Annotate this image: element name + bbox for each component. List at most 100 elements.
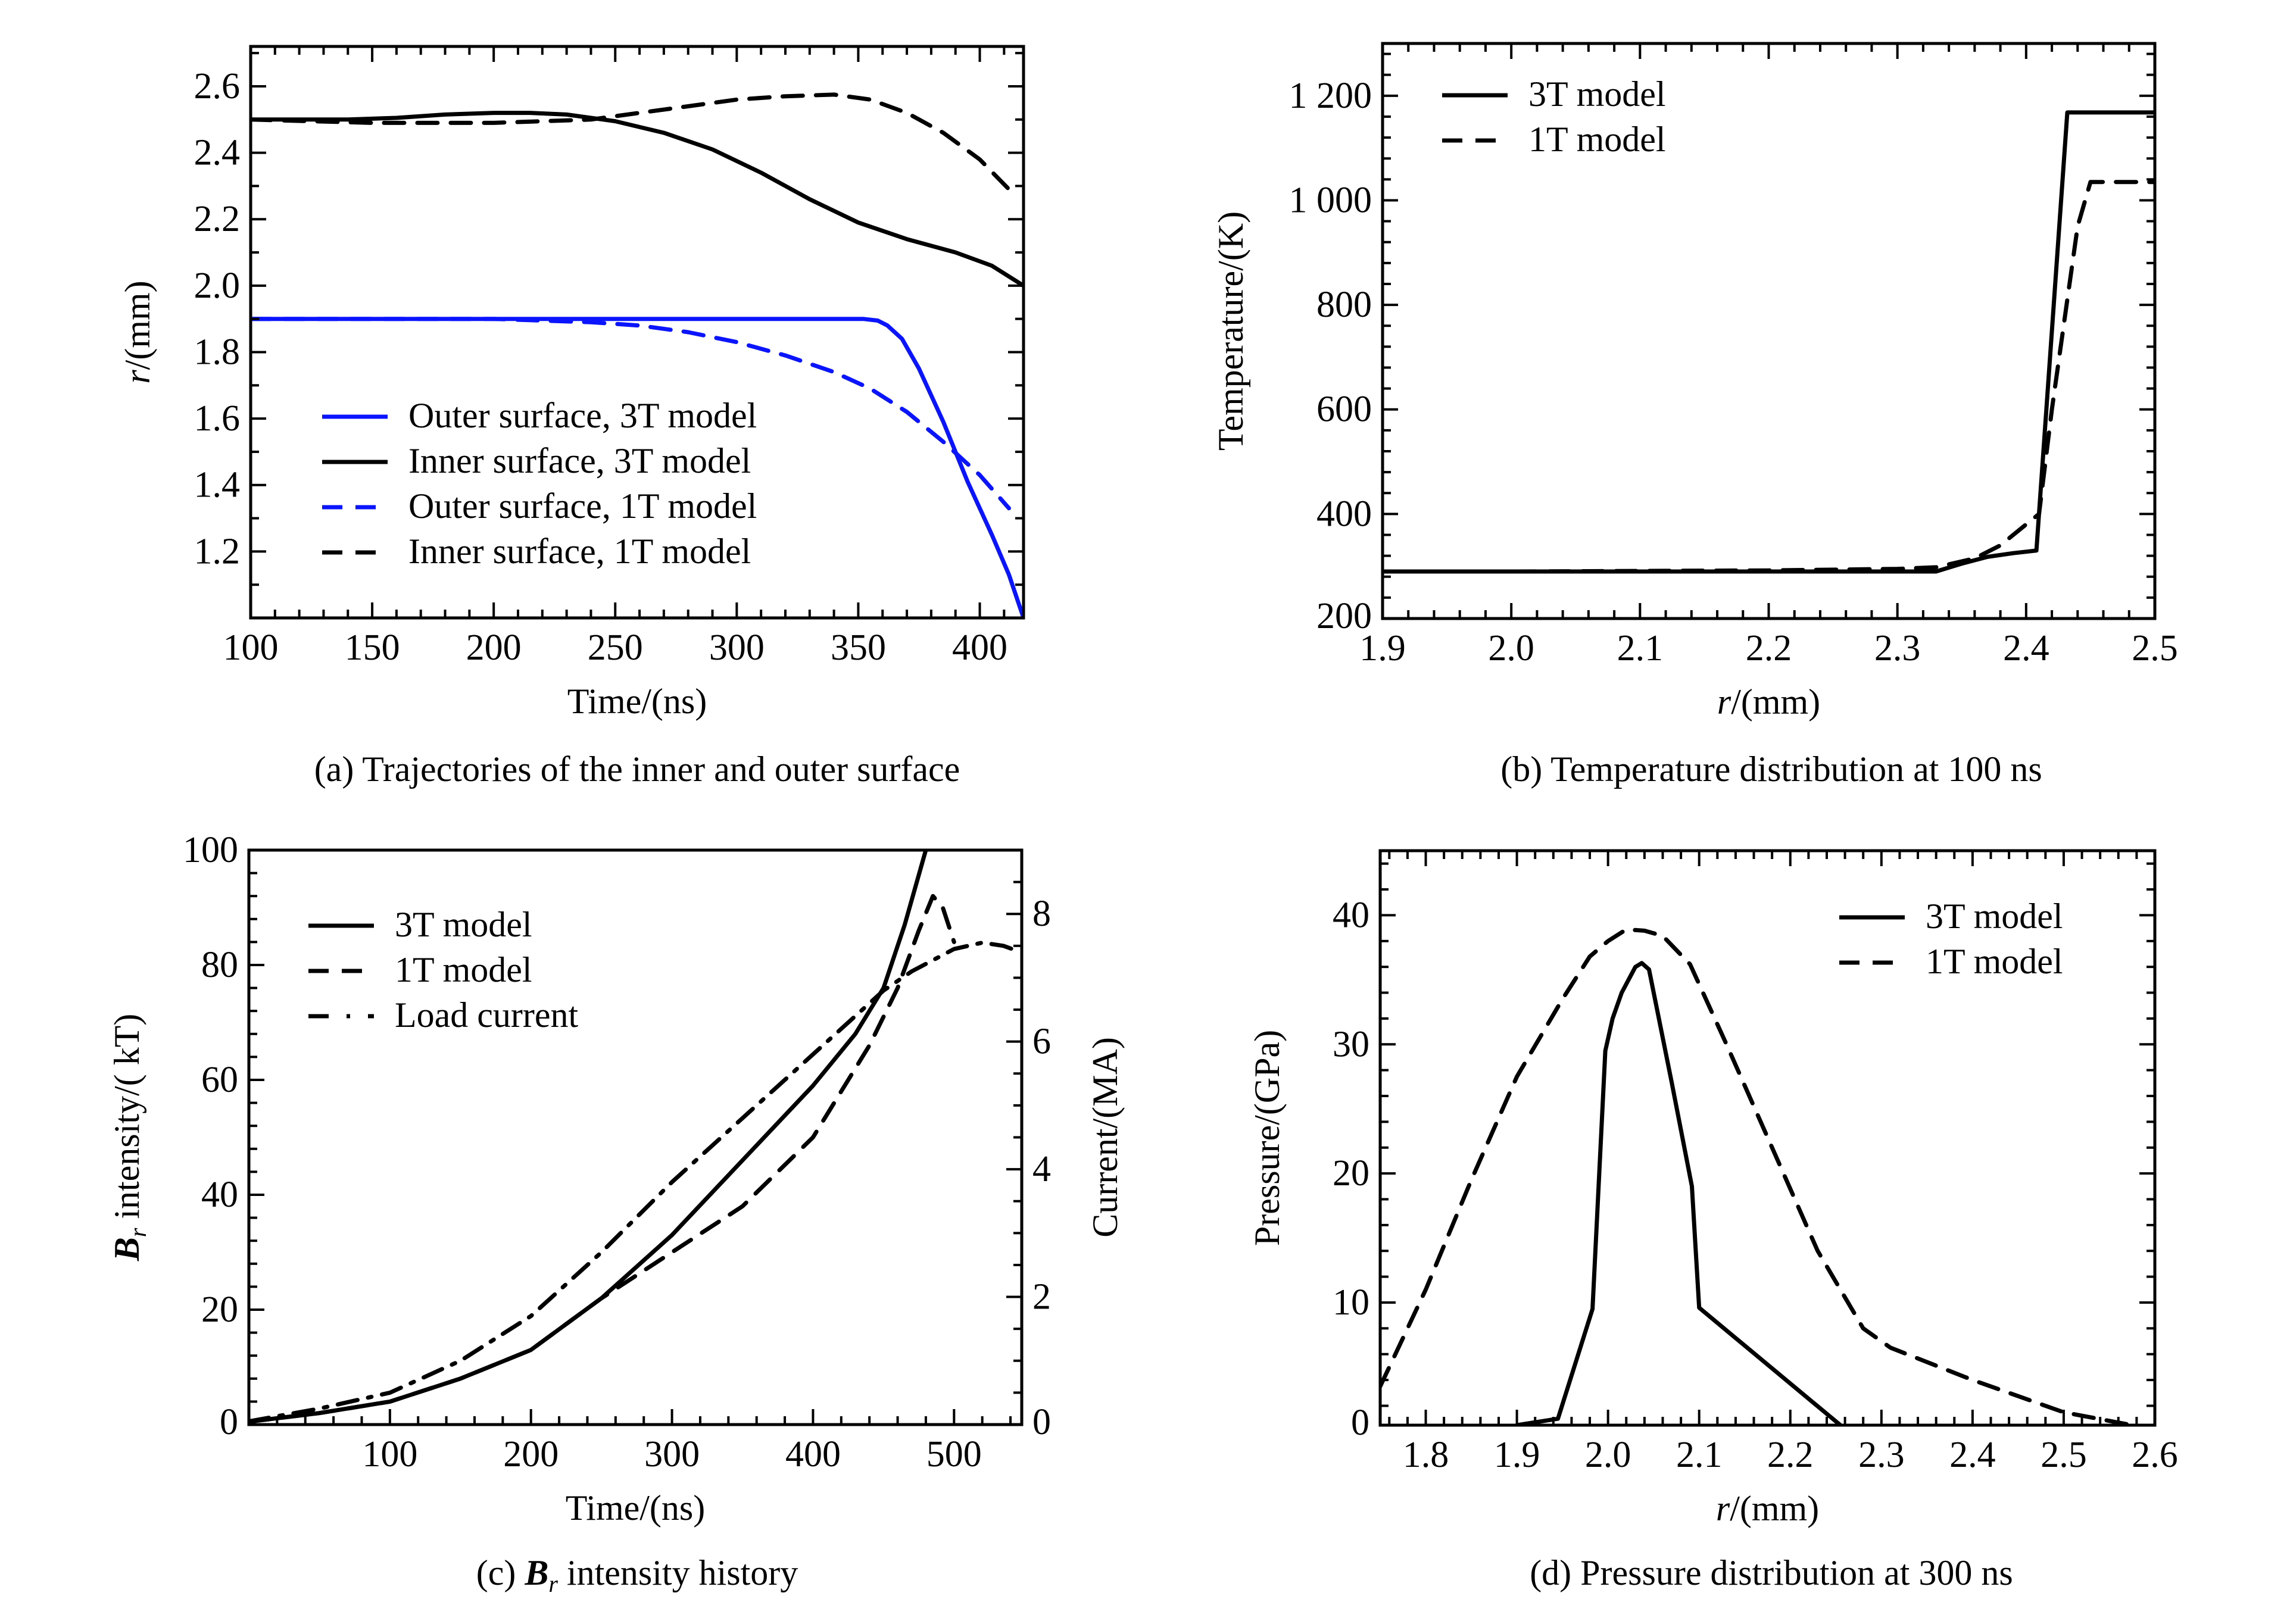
- series-line-1t-model: [1383, 180, 2155, 574]
- x-tick-label: 400: [785, 1434, 841, 1475]
- series-line-outer-surface-1t-model: [251, 317, 1011, 511]
- y-tick-label: 100: [183, 830, 238, 870]
- x-axis-title-symbol: r: [1717, 682, 1731, 722]
- x-tick-label: 2.0: [1488, 628, 1534, 669]
- caption-b: (b) Temperature distribution at 100 ns: [1500, 749, 2042, 789]
- caption-c-subscript: r: [548, 1570, 558, 1597]
- x-tick-label: 2.5: [2041, 1435, 2087, 1475]
- x-axis-title-unit: /(mm): [1730, 1489, 1819, 1528]
- x-tick-label: 2.6: [2132, 1435, 2178, 1475]
- y-tick-label: 0: [220, 1402, 238, 1442]
- legend: 3T model 1T model: [1839, 897, 2063, 981]
- legend-label: Outer surface, 1T model: [408, 486, 757, 526]
- x-axis-title: r/(mm): [1716, 1489, 1819, 1528]
- y-axis-title: r/(mm): [118, 280, 157, 383]
- panel-b-temperature: 1.9 2.0 2.1 2.2 2.3 2.4 2.5 200 400 600 800 1 000 1 …: [1211, 42, 2178, 722]
- x-tick-label: 400: [952, 627, 1007, 668]
- x-tick-label: 250: [588, 627, 643, 668]
- x-tick-label: 300: [644, 1434, 700, 1475]
- y2-tick-label: 4: [1032, 1149, 1051, 1189]
- caption-c-prefix: (c): [476, 1553, 525, 1592]
- y2-tick-label: 8: [1032, 894, 1051, 934]
- y-axis-title-symbol: B: [107, 1237, 146, 1261]
- y2-tick-label: 2: [1032, 1277, 1051, 1317]
- caption-d: (d) Pressure distribution at 300 ns: [1530, 1553, 2013, 1592]
- y-axis-title: Pressure/(GPa): [1247, 1030, 1287, 1246]
- x-tick-label: 300: [709, 627, 765, 668]
- x-tick-label: 2.4: [1949, 1435, 1996, 1475]
- y-tick-label: 600: [1316, 389, 1372, 430]
- legend-label: Load current: [395, 995, 579, 1035]
- legend-label: Outer surface, 3T model: [408, 396, 757, 435]
- y2-axis-title: Current/(MA): [1085, 1037, 1125, 1238]
- series-line-1t-model: [249, 894, 956, 1424]
- y-tick-label: 2.6: [194, 66, 241, 107]
- y-tick-label: 1.2: [194, 531, 241, 571]
- caption-c-symbol: B: [524, 1553, 548, 1592]
- y2-tick-label: 6: [1032, 1022, 1051, 1062]
- y-axis-title-symbol: r: [118, 370, 157, 384]
- x-axis-title: Time/(ns): [566, 1488, 706, 1528]
- legend-label: Inner surface, 3T model: [408, 441, 751, 480]
- caption-a: (a) Trajectories of the inner and outer …: [314, 749, 960, 789]
- x-axis-title-unit: /(mm): [1731, 682, 1820, 722]
- caption-c-suffix: intensity history: [558, 1553, 798, 1592]
- panel-c-br-intensity: 100 200 300 400 500 0 20 40 60 80 100 0 2 4 6 8 Current/…: [107, 830, 1125, 1528]
- legend-label: 3T model: [395, 905, 532, 944]
- legend-label: 1T model: [1528, 120, 1666, 159]
- y-axis-title-unit: /(mm): [118, 280, 157, 370]
- x-tick-label: 150: [345, 627, 400, 668]
- x-axis-title-symbol: r: [1716, 1489, 1730, 1528]
- y-tick-label: 20: [201, 1289, 238, 1330]
- panel-d-pressure: 1.8 1.9 2.0 2.1 2.2 2.3 2.4 2.5 2.6 0 10 20 30 40 r/(m…: [1247, 849, 2178, 1528]
- plot-frame: [1378, 849, 2157, 1427]
- y-axis-title: Temperature/(K): [1211, 211, 1250, 451]
- y-axis-title-subscript: r: [124, 1228, 151, 1237]
- x-tick-label: 200: [466, 627, 522, 668]
- series-line-inner-surface-1t-model: [251, 92, 1011, 192]
- y-tick-label: 1.8: [194, 332, 241, 372]
- y-tick-label: 40: [201, 1175, 238, 1215]
- y2-tick-label: 0: [1032, 1402, 1051, 1442]
- legend-label: 3T model: [1528, 74, 1666, 114]
- x-tick-label: 2.4: [2003, 628, 2049, 669]
- y-axis-title: Br intensity/( kT): [107, 1014, 151, 1262]
- caption-c: (c) Br intensity history: [476, 1553, 798, 1597]
- legend: Outer surface, 3T model Inner surface, 3T…: [322, 396, 757, 571]
- y-tick-label: 2.4: [194, 133, 241, 173]
- x-tick-label: 1.8: [1403, 1435, 1449, 1475]
- x-axis-title: Time/(ns): [567, 682, 707, 721]
- series-line-1t-model: [1380, 927, 2135, 1425]
- y-tick-label: 200: [1316, 596, 1372, 636]
- x-tick-label: 2.0: [1585, 1435, 1631, 1475]
- x-tick-label: 1.9: [1359, 628, 1406, 669]
- x-tick-label: 2.5: [2132, 628, 2178, 669]
- x-tick-label: 2.2: [1767, 1435, 1814, 1475]
- y-tick-label: 60: [201, 1060, 238, 1100]
- series-line-3t-model: [1515, 961, 1843, 1425]
- x-tick-label: 2.3: [1874, 628, 1921, 669]
- x-tick-label: 500: [926, 1434, 982, 1475]
- legend: 3T model 1T model: [1442, 74, 1666, 159]
- y-tick-label: 1.4: [194, 465, 241, 505]
- series-line-3t-model: [249, 850, 928, 1424]
- legend: 3T model 1T model Load current: [308, 905, 579, 1035]
- y-tick-label: 30: [1333, 1024, 1369, 1064]
- y-axis-title-unit: intensity/( kT): [107, 1014, 146, 1228]
- y-tick-label: 2.2: [194, 199, 241, 239]
- y-tick-label: 40: [1333, 895, 1369, 935]
- legend-label: 1T model: [395, 950, 532, 989]
- legend-label: 1T model: [1926, 942, 2063, 981]
- y-tick-label: 2.0: [194, 266, 241, 306]
- legend-label: Inner surface, 1T model: [408, 532, 751, 571]
- y-tick-label: 400: [1316, 494, 1372, 534]
- series-line-inner-surface-3t-model: [251, 111, 1024, 288]
- y-tick-label: 20: [1333, 1153, 1369, 1194]
- legend-label: 3T model: [1926, 897, 2063, 936]
- plot-frame: [247, 848, 1024, 1426]
- y-tick-label: 0: [1351, 1403, 1369, 1443]
- x-tick-label: 2.3: [1858, 1435, 1905, 1475]
- plot-frame: [249, 45, 1025, 620]
- x-tick-label: 2.1: [1676, 1435, 1723, 1475]
